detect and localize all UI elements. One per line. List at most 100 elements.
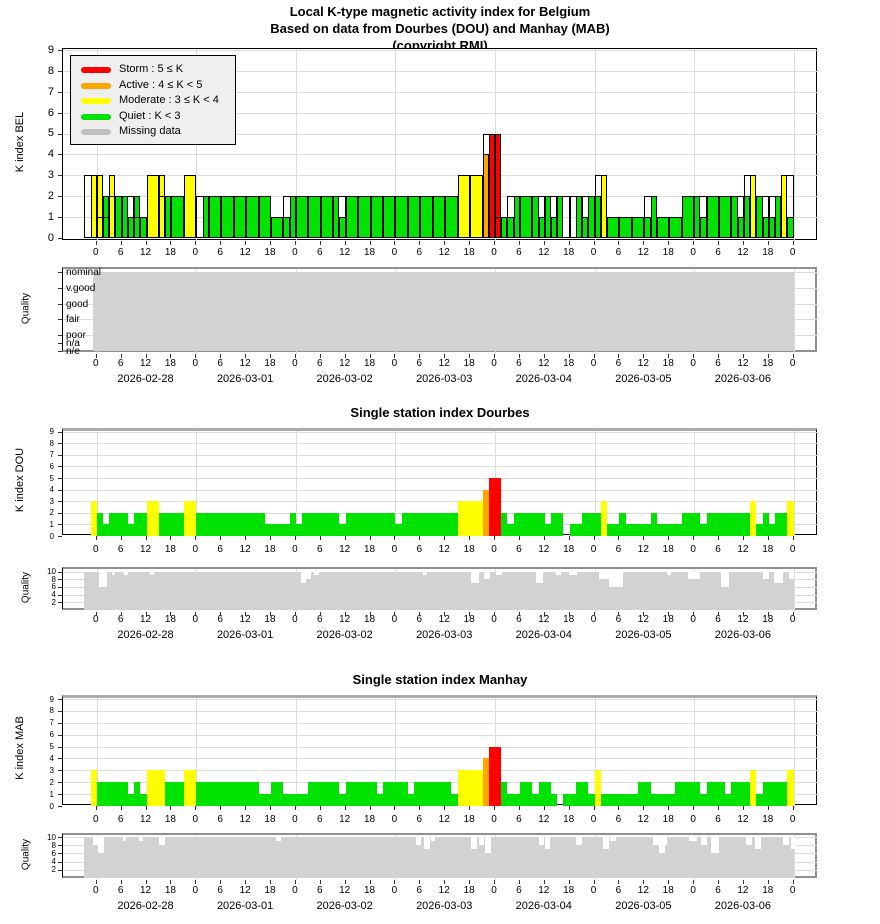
legend-swatch-missing-icon (81, 129, 111, 136)
x-axis-tick (668, 354, 670, 358)
k-bar (750, 501, 757, 536)
quality-fill (84, 837, 794, 878)
k-bar (333, 782, 340, 806)
k-bar (158, 512, 172, 536)
x-axis-tick (792, 354, 794, 358)
k-bar (183, 770, 197, 806)
x-axis-tick (568, 354, 570, 358)
quality-notch (123, 837, 126, 842)
hour-label: 0 (292, 544, 298, 555)
k-bar-outline (171, 196, 184, 238)
quality-notch (688, 571, 700, 580)
k-axis-tick (58, 489, 62, 491)
x-axis-tick (668, 536, 670, 540)
k-bar (320, 782, 334, 806)
quality-num-label: 4 (51, 857, 56, 867)
k-axis-tick (58, 758, 62, 760)
x-axis-tick (369, 612, 371, 616)
ylabel-bel: K index BEL (14, 111, 26, 173)
hour-label: 6 (715, 544, 721, 555)
k-axis-label: 1 (49, 520, 54, 529)
k-bar (563, 794, 570, 806)
section-title-dourbes: Single station index Dourbes (350, 405, 530, 420)
legend-swatch-quiet-icon (81, 113, 111, 120)
x-axis-tick (319, 354, 321, 358)
grid-line (63, 710, 818, 712)
x-axis-tick (718, 612, 720, 616)
hour-label: 18 (264, 814, 276, 825)
k-bar (407, 512, 421, 536)
x-axis-tick (419, 354, 421, 358)
x-axis-tick (742, 806, 744, 810)
hour-label: 0 (491, 885, 497, 896)
k-bar-outline (681, 196, 695, 238)
hour-label: 0 (92, 358, 99, 369)
grid-line (594, 49, 596, 241)
k-bar-outline (594, 175, 607, 238)
x-axis-tick (245, 536, 247, 540)
k-axis-tick (58, 698, 62, 700)
x-axis-tick (369, 880, 371, 884)
x-axis-tick (195, 241, 197, 245)
grid-line (63, 758, 818, 760)
quality-axis-tick (58, 586, 62, 588)
x-axis-tick (344, 354, 346, 358)
grid-line (63, 746, 818, 748)
x-axis-tick (195, 354, 197, 358)
k-bar (470, 770, 483, 806)
k-bar (501, 782, 508, 806)
quality-notch (774, 571, 783, 584)
x-axis-tick (369, 536, 371, 540)
legend-item-storm: Storm : 5 ≤ K (71, 62, 235, 78)
k-bar (594, 770, 601, 806)
k-bar (445, 512, 458, 536)
k-bar (121, 782, 128, 806)
hour-label: 12 (637, 544, 649, 555)
k-bar-outline (109, 196, 122, 238)
quality-notch (431, 837, 435, 842)
x-axis-tick (693, 880, 695, 884)
hour-label: 6 (217, 247, 223, 258)
hour-label: 6 (516, 814, 522, 825)
x-axis-tick (742, 880, 744, 884)
x-axis-tick (95, 612, 97, 616)
grid-line (395, 698, 397, 808)
k-axis-tick (58, 722, 62, 724)
k-bar (488, 746, 495, 806)
k-bar (339, 524, 346, 536)
date-label: 2026-03-05 (615, 900, 672, 912)
quality-num-label: 4 (51, 590, 56, 600)
x-axis-tick (742, 241, 744, 245)
legend-item-moderate: Moderate : 3 ≤ K < 4 (71, 93, 235, 109)
quality-num-label: 8 (51, 840, 56, 850)
x-axis-tick (120, 536, 122, 540)
x-axis-tick (95, 241, 97, 245)
k-bar-outline (470, 175, 483, 238)
x-axis-tick (394, 354, 396, 358)
x-axis-tick (120, 241, 122, 245)
k-axis-tick (58, 443, 62, 445)
x-axis-tick (419, 612, 421, 616)
hour-label: 12 (239, 247, 251, 258)
k-axis-label: 4 (49, 754, 54, 763)
quality-num-label: 2 (51, 865, 56, 875)
x-axis-tick (220, 241, 222, 245)
grid-line (295, 698, 297, 808)
k-bar-outline (507, 196, 520, 238)
k-axis-tick (58, 238, 62, 239)
x-axis-tick (245, 880, 247, 884)
date-label: 2026-03-03 (416, 900, 473, 912)
hour-label: 18 (164, 544, 176, 555)
hour-label: 6 (217, 358, 223, 369)
hour-label: 0 (292, 614, 298, 625)
k-axis-label: 0 (49, 801, 54, 811)
hour-label: 0 (590, 885, 597, 896)
x-axis-tick (444, 354, 446, 358)
k-bar (308, 782, 321, 806)
hour-label: 0 (292, 814, 298, 825)
date-label: 2026-03-06 (714, 629, 772, 641)
k-bar (743, 782, 751, 806)
x-axis-tick (145, 612, 147, 616)
x-axis-tick (294, 806, 296, 810)
k-bar-outline (121, 196, 135, 238)
